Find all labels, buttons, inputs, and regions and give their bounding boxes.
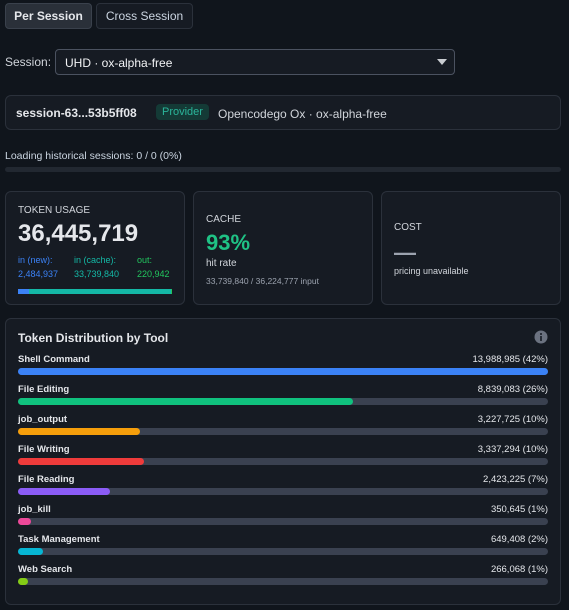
tool-bar <box>18 368 548 375</box>
tool-name: File Writing <box>18 444 70 455</box>
tool-track <box>18 488 548 495</box>
tool-value: 350,645 (1%) <box>490 504 548 515</box>
session-id: session-63...53b5ff08 <box>16 106 137 120</box>
cost-caption: pricing unavailable <box>394 266 469 276</box>
session-model: Opencodego Ox · ox-alpha-free <box>218 107 387 121</box>
cache-caption: hit rate <box>206 258 237 269</box>
tool-name: Shell Command <box>18 354 90 365</box>
info-icon[interactable] <box>534 330 548 344</box>
distribution-title: Token Distribution by Tool <box>18 331 169 345</box>
tool-bar <box>18 578 29 585</box>
tool-bar <box>18 518 32 525</box>
tool-track <box>18 578 548 585</box>
loading-text: Loading historical sessions: 0 / 0 (0%) <box>5 150 182 162</box>
tool-name: Task Management <box>18 534 100 545</box>
dropdown-arrow <box>437 59 447 65</box>
tool-name: job_kill <box>18 504 51 515</box>
tab[interactable]: Cross Session <box>96 3 193 29</box>
tool-value: 2,423,225 (7%) <box>483 474 548 485</box>
tool-name: Web Search <box>18 564 73 575</box>
cache-rate: 93% <box>206 230 251 255</box>
card-title: TOKEN USAGE <box>18 205 91 216</box>
token-segment <box>28 289 172 294</box>
cost-value: — <box>394 240 416 265</box>
tab-active[interactable]: Per Session <box>5 3 92 29</box>
tool-track <box>18 458 548 465</box>
card-title: COST <box>394 222 422 233</box>
tool-value: 3,227,725 (10%) <box>477 414 548 425</box>
tool-value: 8,839,083 (26%) <box>477 384 548 395</box>
tool-value: 266,068 (1%) <box>490 564 548 575</box>
token-segment <box>18 289 29 294</box>
tool-value: 3,337,294 (10%) <box>477 444 548 455</box>
tool-track <box>18 518 548 525</box>
tool-value: 649,408 (2%) <box>490 534 548 545</box>
tool-name: File Editing <box>18 384 70 395</box>
tool-bar <box>18 458 145 465</box>
tool-track <box>18 548 548 555</box>
tool-bar <box>18 398 353 405</box>
tool-name: File Reading <box>18 474 75 485</box>
breakdown-value: 33,739,840 <box>74 269 120 279</box>
breakdown-value: 220,942 <box>137 269 170 279</box>
provider-badge: Provider <box>156 104 209 120</box>
tool-track <box>18 428 548 435</box>
cost-card: COST — pricing unavailable <box>381 191 561 305</box>
breakdown-label: in (new): <box>18 255 53 265</box>
session-select[interactable]: UHD · ox-alpha-free <box>55 49 455 75</box>
cache-card: CACHE 93% hit rate 33,739,840 / 36,224,7… <box>193 191 373 305</box>
token-segment <box>171 289 172 294</box>
tool-value: 13,988,985 (42%) <box>472 354 548 365</box>
tool-bar <box>18 548 43 555</box>
distribution-card: Token Distribution by Tool Shell Command… <box>5 318 561 605</box>
breakdown-value: 2,484,937 <box>18 269 59 279</box>
breakdown-label: out: <box>137 255 153 265</box>
session-card: session-63...53b5ff08 Provider Opencodeg… <box>5 95 561 130</box>
token-usage-card: TOKEN USAGE 36,445,719 in (new): 2,484,93… <box>5 191 185 305</box>
tool-name: job_output <box>18 414 68 425</box>
card-title: CACHE <box>206 214 242 225</box>
token-total: 36,445,719 <box>18 220 139 247</box>
select-label: Session: <box>5 55 52 69</box>
tool-bar <box>18 428 141 435</box>
tool-bar <box>18 488 110 495</box>
breakdown-label: in (cache): <box>74 255 117 265</box>
cache-detail: 33,739,840 / 36,224,777 input <box>206 276 319 286</box>
loading-bar <box>5 167 561 172</box>
select-value: UHD · ox-alpha-free <box>65 56 173 70</box>
